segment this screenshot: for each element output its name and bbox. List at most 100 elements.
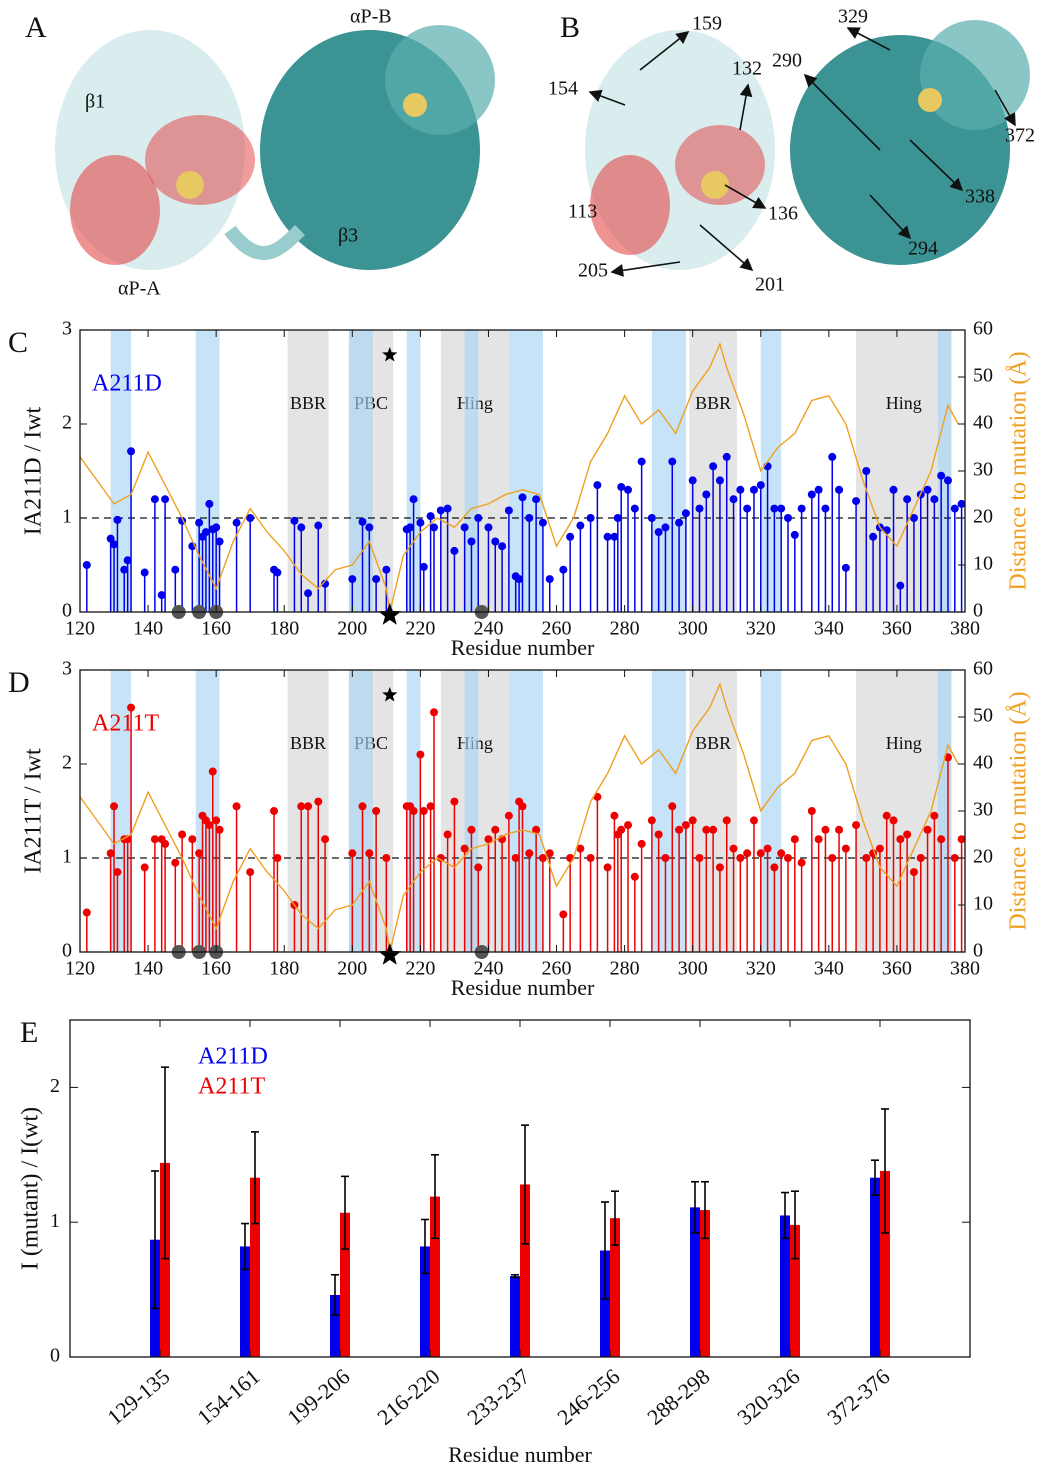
- contact-region: [590, 155, 670, 255]
- bar: [880, 1170, 890, 1357]
- stem-head: [212, 523, 221, 532]
- stem-head: [246, 514, 255, 522]
- stem-head: [715, 863, 724, 872]
- stem-head: [171, 858, 180, 867]
- stem-head: [110, 802, 119, 811]
- stem-head: [532, 825, 541, 834]
- stem-head: [647, 514, 656, 522]
- stem-head: [896, 581, 905, 590]
- stem-head: [875, 844, 884, 853]
- stem-head: [566, 532, 575, 541]
- arrow: [909, 139, 964, 192]
- stem-head: [668, 457, 677, 466]
- y2-tick-label: 60: [973, 318, 993, 340]
- stem-head: [790, 530, 799, 539]
- stem-head: [637, 457, 646, 466]
- stem-head: [702, 490, 711, 499]
- stem-head: [637, 839, 646, 848]
- highlight-band: [651, 330, 686, 612]
- stem-head: [348, 849, 357, 858]
- stem-head: [538, 518, 547, 527]
- residue-label: 201: [755, 274, 785, 296]
- stem-head: [215, 537, 224, 546]
- x-tick-label: 180: [269, 958, 299, 980]
- residue-label: 329: [838, 6, 868, 28]
- x-tick-label: 140: [133, 958, 163, 980]
- y-tick-label: 0: [62, 600, 72, 622]
- stem-head: [624, 485, 633, 494]
- stem-head: [416, 750, 425, 759]
- arrow: [588, 89, 626, 106]
- surface: [920, 20, 1030, 130]
- stem-head: [467, 825, 476, 834]
- stem-head: [559, 565, 568, 574]
- stem-head: [790, 835, 799, 844]
- x-tick-label: 340: [814, 618, 844, 640]
- stem-head: [195, 849, 204, 858]
- stem-head: [957, 835, 966, 844]
- stem-head: [828, 854, 837, 862]
- x-tick-label: 246-256: [552, 1364, 624, 1430]
- x-tick-label: 140: [133, 618, 163, 640]
- region-label: Hing: [886, 733, 922, 753]
- stem-head: [841, 844, 850, 853]
- stem-head: [460, 523, 469, 532]
- stem-head: [916, 854, 925, 862]
- stem-head: [630, 872, 639, 881]
- residue-label: 113: [568, 201, 597, 223]
- highlight-band: [937, 670, 952, 952]
- stem-head: [113, 868, 122, 877]
- stem-head: [290, 516, 299, 525]
- y-tick-label: 3: [62, 318, 72, 340]
- y-tick-label: 2: [50, 1075, 60, 1097]
- y-tick-label: 1: [62, 506, 72, 528]
- stem-head: [150, 495, 159, 504]
- stem-head: [736, 854, 745, 862]
- stem-head: [681, 509, 690, 518]
- bar: [340, 1212, 350, 1357]
- x-axis-label: Residue number: [451, 635, 595, 660]
- x-tick-label: 320: [746, 618, 776, 640]
- stem-head: [937, 471, 946, 480]
- panel-a: A β1 αP-B αP-A β3: [25, 6, 495, 300]
- stem-head: [909, 514, 918, 522]
- stem-head: [178, 830, 187, 839]
- stem-head: [123, 556, 132, 565]
- y-tick-label: 0: [50, 1345, 60, 1367]
- stem-head: [675, 825, 684, 834]
- stem-head: [668, 802, 677, 811]
- y-tick-label: 1: [50, 1210, 60, 1232]
- stem-head: [770, 504, 779, 513]
- y2-tick-label: 50: [973, 705, 993, 727]
- stem-head: [515, 575, 524, 584]
- y2-tick-label: 30: [973, 459, 993, 481]
- x-tick-label: 200: [337, 618, 367, 640]
- stem-head: [484, 523, 493, 532]
- highlight-band: [760, 670, 782, 952]
- stem-head: [923, 485, 932, 494]
- stem-head: [882, 526, 891, 535]
- stem-head: [835, 485, 844, 494]
- stem-head: [869, 532, 878, 541]
- stem-head: [896, 835, 905, 844]
- stem-head: [729, 844, 738, 853]
- y-tick-label: 3: [62, 658, 72, 680]
- stem-head: [784, 854, 792, 862]
- stem-head: [419, 807, 428, 815]
- stem-head: [430, 708, 438, 717]
- region-label: BBR: [695, 393, 731, 413]
- stem-head: [474, 863, 483, 872]
- ligand: [176, 171, 204, 199]
- stem-head: [702, 825, 711, 834]
- bar: [420, 1246, 430, 1357]
- highlight-band: [508, 330, 543, 612]
- stem-head: [525, 849, 534, 858]
- bar: [430, 1196, 440, 1357]
- arrow: [699, 224, 754, 272]
- y2-axis-label: Distance to mutation (Å): [1006, 691, 1032, 930]
- stem-head: [273, 854, 282, 862]
- stem-head: [450, 797, 459, 806]
- residue-label: 372: [1005, 125, 1035, 147]
- stem-head: [518, 493, 527, 502]
- stem-head: [603, 863, 612, 872]
